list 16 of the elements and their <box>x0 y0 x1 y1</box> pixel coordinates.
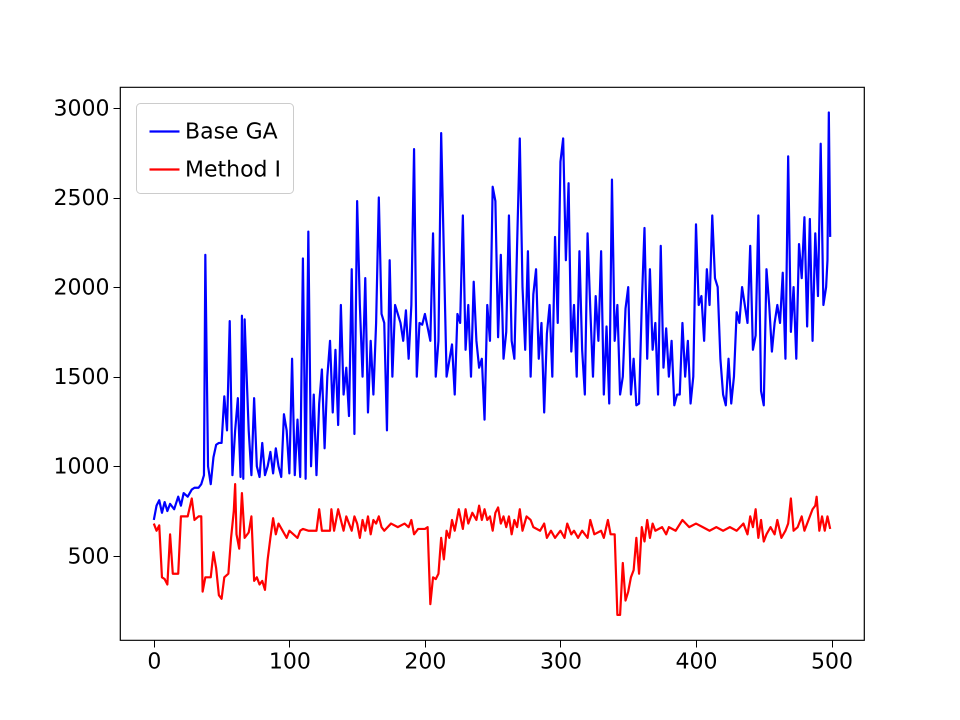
x-tick-label: 200 <box>404 650 446 674</box>
y-tick-label: 2500 <box>54 186 110 212</box>
x-tick-label: 500 <box>811 650 854 674</box>
legend-label: Base GA <box>185 120 278 144</box>
y-tick-label: 1000 <box>54 454 110 480</box>
y-tick-label: 2000 <box>54 276 110 301</box>
x-tick-label: 0 <box>147 650 162 674</box>
x-tick-label: 100 <box>268 650 311 674</box>
x-tick-label: 300 <box>540 650 582 674</box>
y-tick-label: 3000 <box>54 96 110 122</box>
y-tick-label: 1500 <box>54 365 110 390</box>
line-series <box>152 111 832 522</box>
line-series <box>152 483 832 616</box>
legend-label: Method I <box>185 158 281 182</box>
x-tick-label: 400 <box>675 650 718 674</box>
y-tick-label: 500 <box>68 544 110 570</box>
